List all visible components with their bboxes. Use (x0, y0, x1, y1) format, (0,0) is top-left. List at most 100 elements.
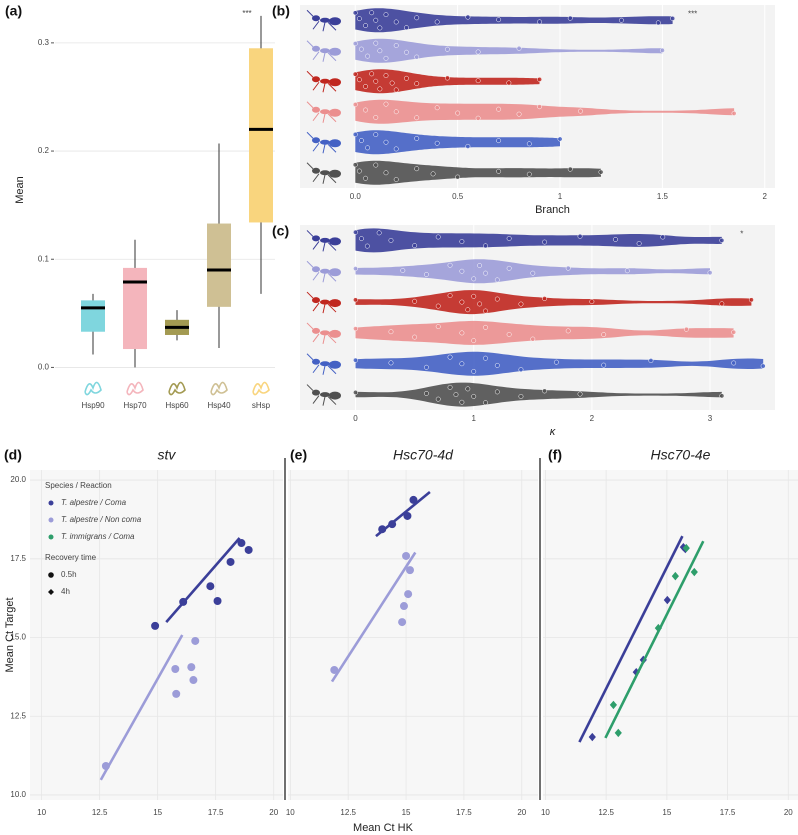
ant-icon (312, 266, 320, 273)
point (373, 78, 379, 84)
point (444, 46, 450, 52)
point (393, 146, 399, 152)
x-tick-label: 17.5 (456, 808, 472, 817)
protein-icon (126, 381, 144, 396)
point (516, 111, 522, 117)
point (330, 665, 339, 674)
point (365, 145, 371, 151)
point (179, 597, 188, 606)
legend-label: 4h (61, 587, 70, 596)
annotation: *** (688, 9, 697, 18)
violin (355, 228, 722, 253)
point (404, 49, 409, 55)
point (598, 169, 604, 175)
panel-title: stv (158, 447, 177, 463)
point (358, 236, 364, 242)
legend-swatch (48, 534, 54, 540)
ant-icon (320, 361, 330, 367)
ant-icon (329, 360, 341, 369)
point (648, 358, 654, 364)
point (402, 551, 411, 560)
point (383, 55, 389, 61)
point (414, 15, 420, 21)
ant-icon (306, 353, 337, 375)
point (434, 19, 440, 25)
ant-icon (320, 139, 330, 145)
x-tick-label: Hsp60 (165, 401, 189, 410)
ant-icon (329, 268, 341, 277)
point (483, 270, 488, 276)
point (447, 262, 453, 268)
point (353, 297, 358, 303)
point (526, 141, 532, 147)
point (494, 296, 500, 302)
point (659, 47, 665, 53)
point (496, 17, 502, 23)
fit-line (578, 535, 684, 743)
point (483, 355, 488, 361)
point (588, 732, 596, 742)
point (423, 390, 429, 396)
point (172, 689, 181, 698)
legend-swatch (48, 500, 54, 506)
x-tick-label: 15 (402, 808, 411, 817)
ant-icon (320, 170, 330, 176)
point (589, 299, 595, 305)
point (435, 324, 441, 330)
x-tick-label: 1 (558, 192, 563, 201)
y-tick-label: 0.2 (38, 146, 50, 155)
point (516, 45, 522, 51)
point (542, 296, 548, 302)
point (353, 266, 358, 272)
point (731, 110, 737, 116)
violin (355, 351, 764, 376)
point (506, 236, 512, 241)
point (189, 676, 198, 685)
point (506, 80, 512, 86)
ant-icon (329, 237, 341, 246)
point (358, 46, 364, 52)
x-tick-label: 12.5 (598, 808, 614, 817)
point (412, 298, 418, 304)
point (719, 237, 725, 243)
point (393, 109, 399, 115)
x-tick-label: 20 (517, 808, 526, 817)
ant-icon (306, 101, 337, 123)
point (171, 665, 180, 674)
point (494, 389, 500, 395)
point (403, 511, 412, 520)
panel-label: (e) (290, 447, 307, 463)
point (447, 293, 453, 298)
panel-label: (f) (548, 447, 562, 463)
ant-icon (320, 237, 330, 243)
legend-title: Species / Reaction (45, 481, 112, 490)
point (369, 71, 375, 77)
violin (355, 8, 673, 33)
ant-icon (320, 78, 330, 84)
point (352, 10, 358, 16)
y-tick-label: 0.3 (38, 38, 50, 47)
point (388, 520, 397, 529)
y-tick-label: 10.0 (10, 790, 26, 799)
ant-icon (312, 327, 320, 334)
point (471, 338, 477, 344)
point (477, 263, 483, 268)
legend-label: T. alpestre / Coma (61, 498, 127, 507)
point (455, 174, 461, 180)
point (356, 168, 362, 174)
point (435, 303, 441, 309)
point (447, 354, 453, 360)
ant-icon (306, 162, 337, 184)
point (636, 241, 642, 246)
point (363, 23, 368, 29)
x-tick-label: 12.5 (340, 808, 356, 817)
ant-icon (329, 329, 341, 338)
point (383, 170, 389, 176)
point (151, 621, 160, 630)
ant-icon (312, 106, 320, 113)
point (557, 136, 563, 142)
ant-icon (306, 260, 337, 283)
point (471, 276, 477, 282)
x-tick-label: 2 (763, 192, 768, 201)
